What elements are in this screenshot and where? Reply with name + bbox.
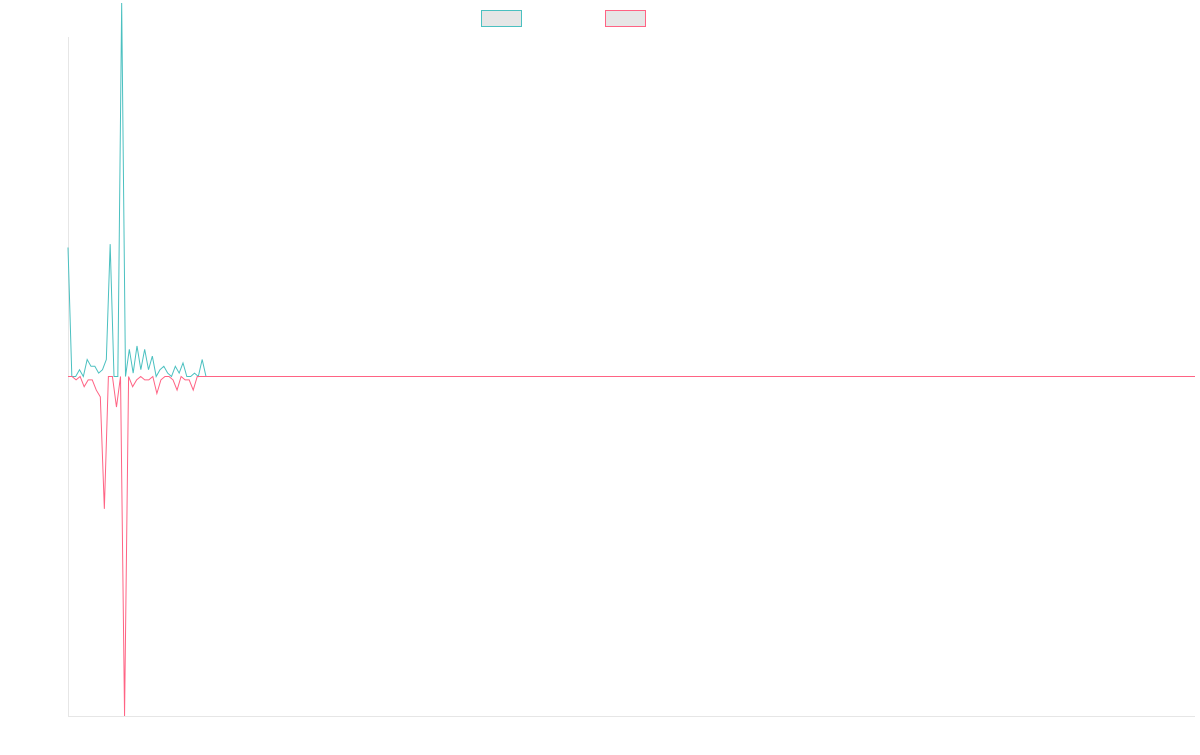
legend-swatch-1[interactable] — [481, 10, 522, 27]
series-lines — [67, 3, 1195, 717]
legend-swatch-2[interactable] — [605, 10, 646, 27]
series-line-2 — [68, 375, 1195, 717]
legend — [481, 10, 646, 27]
series-line-1 — [67, 3, 1195, 378]
